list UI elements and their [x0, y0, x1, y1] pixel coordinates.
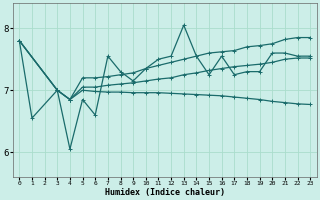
X-axis label: Humidex (Indice chaleur): Humidex (Indice chaleur)	[105, 188, 225, 197]
